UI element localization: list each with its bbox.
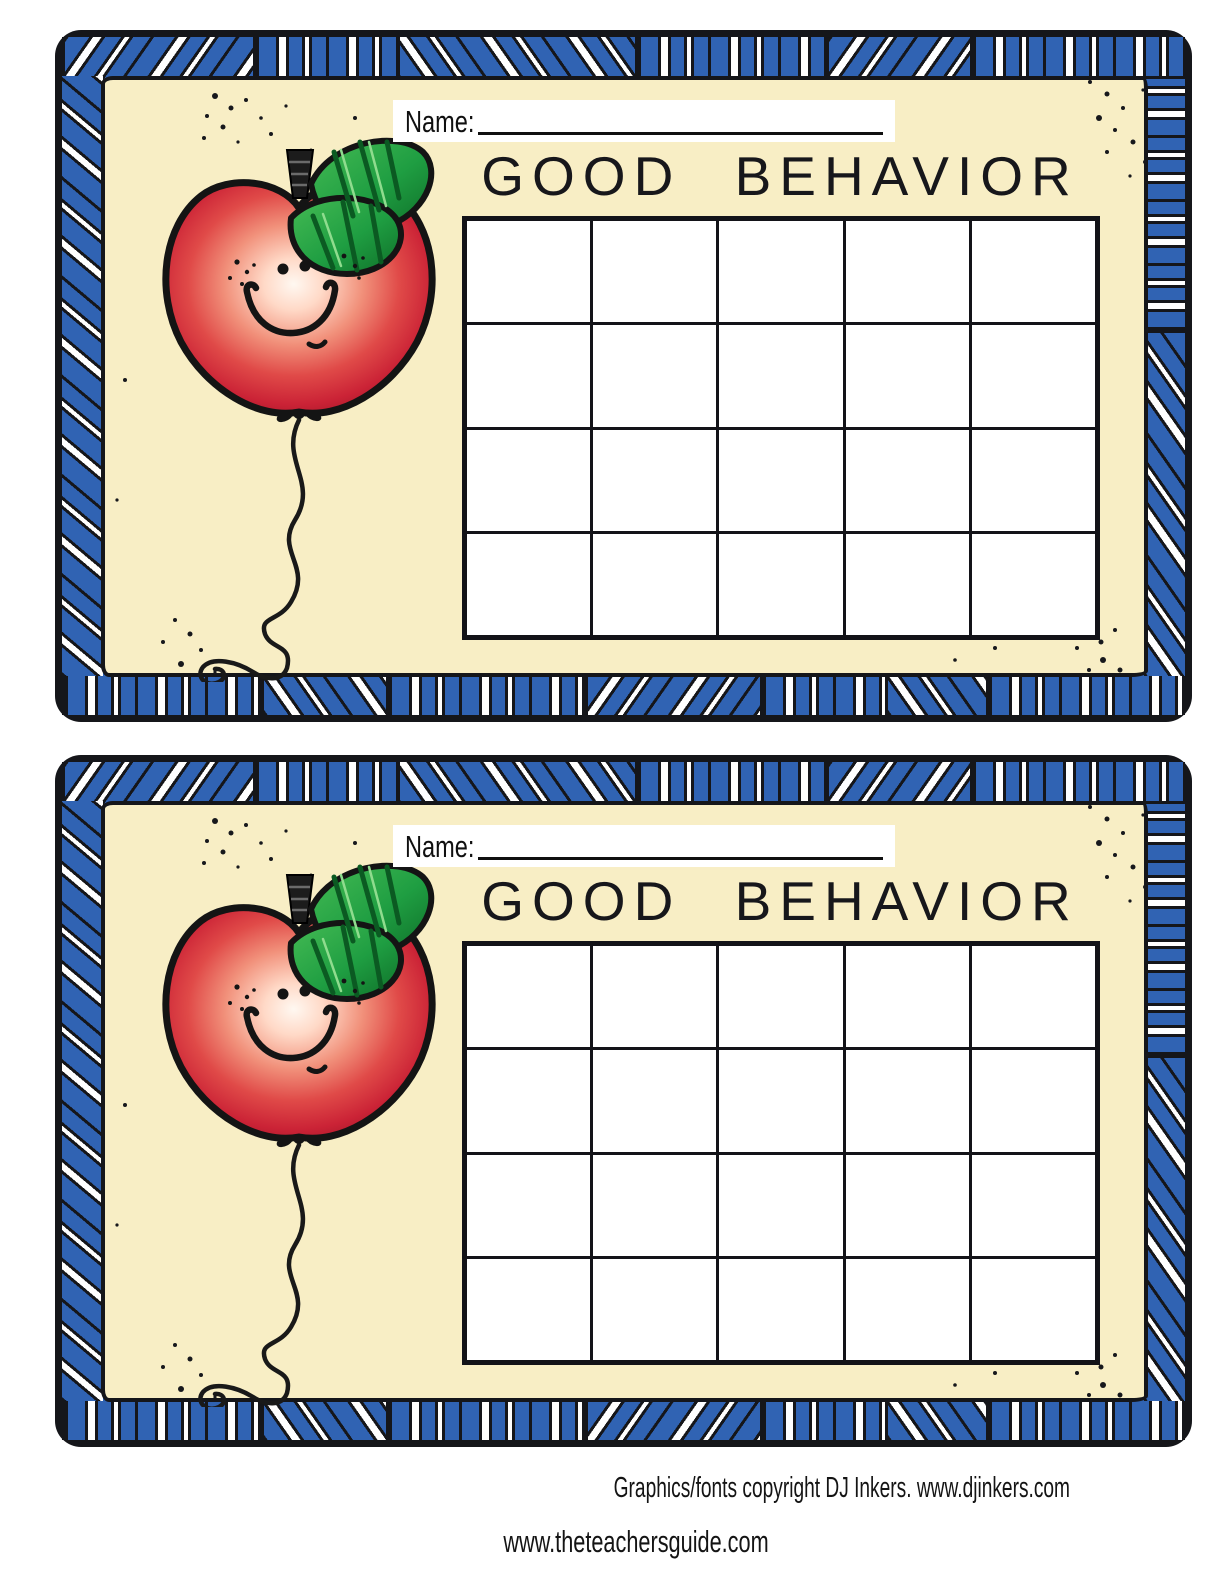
copyright-credit-text: Graphics/fonts copyright DJ Inkers. www.… (613, 1472, 1070, 1504)
name-label: Name: (405, 104, 475, 139)
name-field-strip: Name: (393, 100, 895, 142)
grid-cell[interactable] (467, 946, 591, 1048)
grid-cell[interactable] (467, 1258, 591, 1360)
grid-cell[interactable] (467, 429, 591, 531)
grid-cell[interactable] (593, 1154, 717, 1256)
grid-cell[interactable] (719, 325, 843, 427)
grid-cell[interactable] (971, 325, 1095, 427)
grid-cell[interactable] (845, 946, 969, 1048)
grid-cell[interactable] (467, 1050, 591, 1152)
name-input-line[interactable] (478, 132, 883, 135)
grid-cell[interactable] (719, 533, 843, 635)
grid-cell[interactable] (467, 533, 591, 635)
apple-balloon-icon (141, 847, 461, 1407)
grid-cell[interactable] (719, 1154, 843, 1256)
source-site-text: www.theteachersguide.com (503, 1524, 769, 1559)
border-stripe-left (62, 801, 103, 1401)
grid-cell[interactable] (971, 1050, 1095, 1152)
apple-balloon-icon (141, 122, 461, 682)
border-stripe-top (62, 762, 1185, 805)
grid-cell[interactable] (719, 1258, 843, 1360)
grid-cell[interactable] (593, 429, 717, 531)
behavior-chart-card: Name: GOOD BEHAVIOR (55, 755, 1192, 1447)
grid-cell[interactable] (719, 221, 843, 323)
border-stripe-right (1144, 801, 1185, 1401)
grid-cell[interactable] (593, 325, 717, 427)
border-stripe-left (62, 76, 103, 676)
grid-cell[interactable] (593, 1258, 717, 1360)
grid-cell[interactable] (467, 221, 591, 323)
border-stripe-bottom (62, 672, 1185, 715)
grid-cell[interactable] (845, 533, 969, 635)
grid-cell[interactable] (719, 1050, 843, 1152)
border-stripe-right (1144, 76, 1185, 676)
border-stripe-bottom (62, 1397, 1185, 1440)
border-stripe-top (62, 37, 1185, 80)
grid-cell[interactable] (467, 325, 591, 427)
grid-cell[interactable] (845, 1258, 969, 1360)
sticker-grid (462, 941, 1100, 1365)
grid-cell[interactable] (593, 221, 717, 323)
grid-cell[interactable] (845, 1154, 969, 1256)
grid-cell[interactable] (593, 1050, 717, 1152)
name-label: Name: (405, 829, 475, 864)
grid-cell[interactable] (971, 1258, 1095, 1360)
grid-cell[interactable] (593, 946, 717, 1048)
grid-cell[interactable] (971, 533, 1095, 635)
grid-cell[interactable] (971, 429, 1095, 531)
grid-cell[interactable] (845, 429, 969, 531)
grid-cell[interactable] (971, 946, 1095, 1048)
grid-cell[interactable] (719, 946, 843, 1048)
grid-cell[interactable] (845, 1050, 969, 1152)
grid-cell[interactable] (845, 221, 969, 323)
grid-cell[interactable] (971, 221, 1095, 323)
name-field-strip: Name: (393, 825, 895, 867)
chart-title: GOOD BEHAVIOR (481, 145, 1079, 207)
grid-cell[interactable] (719, 429, 843, 531)
sticker-grid (462, 216, 1100, 640)
grid-cell[interactable] (467, 1154, 591, 1256)
grid-cell[interactable] (971, 1154, 1095, 1256)
chart-title: GOOD BEHAVIOR (481, 870, 1079, 932)
name-input-line[interactable] (478, 857, 883, 860)
grid-cell[interactable] (593, 533, 717, 635)
behavior-chart-card: Name: GOOD BEHAVIOR (55, 30, 1192, 722)
grid-cell[interactable] (845, 325, 969, 427)
